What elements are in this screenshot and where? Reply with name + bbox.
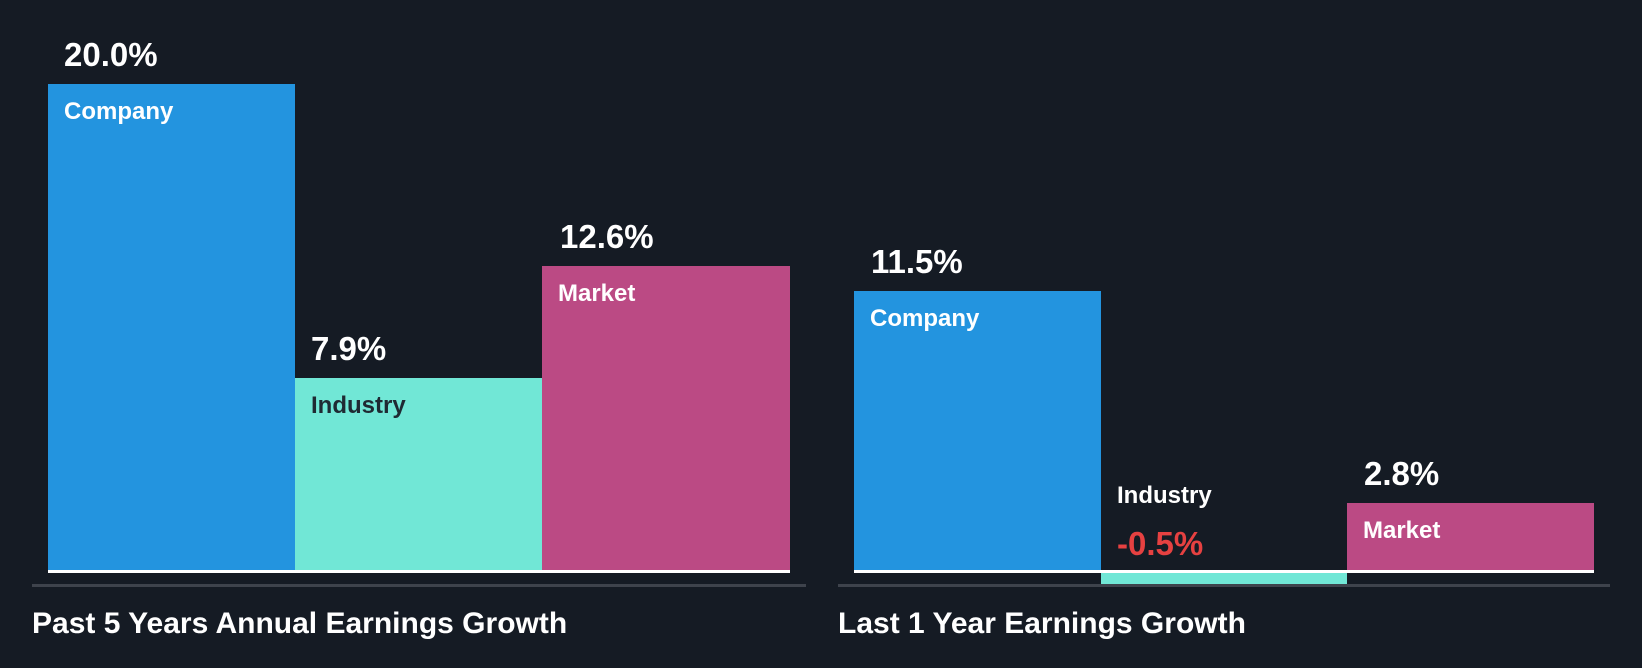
past-5-years-chart: 20.0% Company 7.9% Industry 12.6% Market… <box>0 0 820 668</box>
company-bar-label: Company <box>870 305 980 332</box>
market-bar: Market <box>542 266 790 570</box>
market-value-label: 2.8% <box>1364 455 1440 492</box>
industry-bar-label: Industry <box>311 392 406 419</box>
baseline <box>48 570 790 573</box>
company-bar: Company <box>48 84 295 570</box>
market-bar-label: Market <box>558 280 636 307</box>
baseline <box>854 570 1594 573</box>
market-bar: Market <box>1347 503 1594 570</box>
company-bar-label: Company <box>64 98 174 125</box>
market-bar-label: Market <box>1363 517 1441 544</box>
chart-title: Last 1 Year Earnings Growth <box>838 607 1246 640</box>
company-value-label: 20.0% <box>64 36 158 73</box>
company-bar: Company <box>854 291 1101 570</box>
chart-title: Past 5 Years Annual Earnings Growth <box>32 607 568 640</box>
axis-divider <box>838 584 1610 587</box>
industry-bar <box>1101 572 1347 584</box>
industry-bar: Industry <box>295 378 542 570</box>
axis-divider <box>32 584 806 587</box>
company-value-label: 11.5% <box>871 243 963 280</box>
market-value-label: 12.6% <box>560 218 654 255</box>
last-1-year-chart: 11.5% Company Industry -0.5% 2.8% Market… <box>820 0 1642 668</box>
industry-value-label: 7.9% <box>311 330 387 367</box>
industry-value-label: -0.5% <box>1117 525 1204 562</box>
industry-bar-label: Industry <box>1117 482 1212 509</box>
